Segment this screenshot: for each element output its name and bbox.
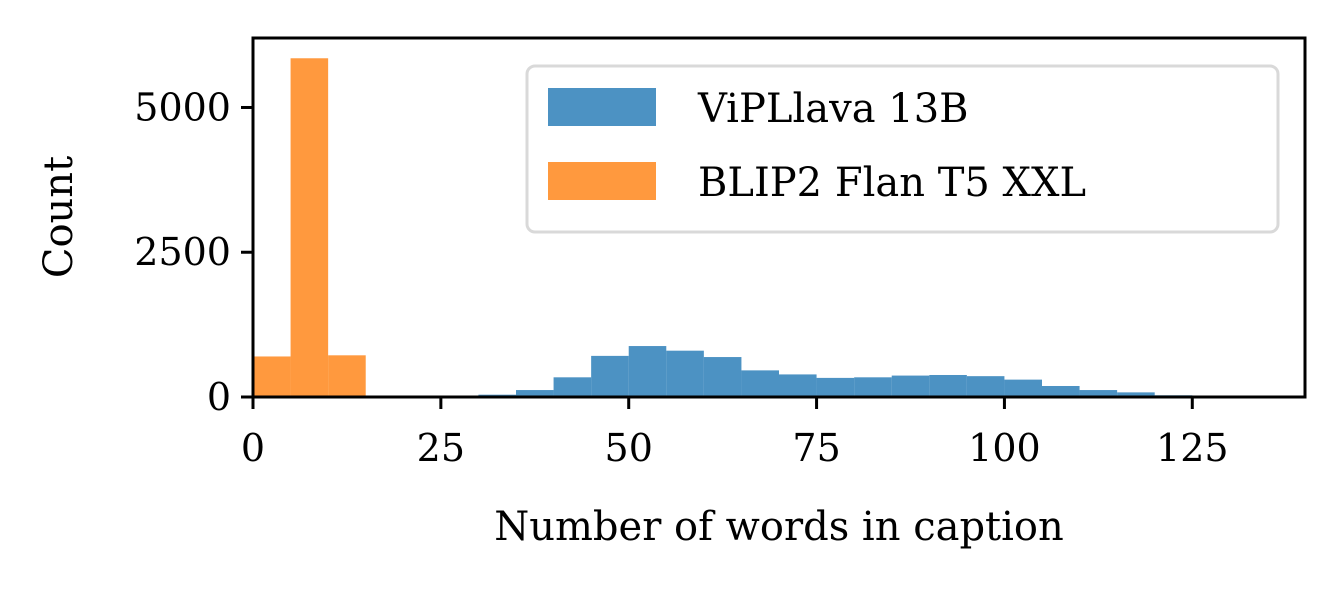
bar-blip2-1: [290, 58, 329, 398]
bar-viplava-11: [891, 375, 930, 397]
legend-label-blip2: BLIP2 Flan T5 XXL: [698, 160, 1086, 206]
bar-viplava-6: [703, 357, 742, 397]
bar-viplava-16: [1079, 390, 1118, 397]
bar-viplava-13: [966, 376, 1005, 397]
bar-viplava-5: [666, 350, 704, 397]
bars-layer: [253, 58, 1230, 398]
legend-label-viplava: ViPLlava 13B: [697, 86, 969, 132]
x-tick-label-75: 75: [792, 426, 840, 470]
bar-viplava-4: [628, 346, 667, 397]
legend-swatch-blip2: [548, 162, 656, 200]
x-tick-label-0: 0: [241, 426, 265, 470]
y-tick-label-0: 0: [207, 375, 231, 419]
x-tick-label-100: 100: [968, 426, 1041, 470]
bar-viplava-9: [816, 377, 855, 397]
legend-swatch-viplava: [548, 88, 656, 126]
legend: ViPLlava 13B BLIP2 Flan T5 XXL: [525, 64, 1280, 234]
bar-viplava-7: [741, 370, 779, 397]
bar-viplava-1: [516, 390, 554, 397]
x-axis: 0 25 50 75 100 125: [241, 397, 1229, 470]
y-axis: 0 2500 5000: [134, 85, 253, 419]
y-axis-label: Count: [36, 156, 82, 278]
y-tick-label-2500: 2500: [134, 230, 231, 274]
bar-viplava-17: [1117, 392, 1155, 397]
y-tick-label-5000: 5000: [134, 85, 231, 129]
bar-viplava-8: [779, 374, 817, 397]
plot-frame: [251, 36, 1307, 399]
bar-viplava-14: [1004, 379, 1042, 397]
bar-blip2-2: [328, 355, 366, 397]
bar-viplava-10: [854, 377, 892, 397]
bar-viplava-15: [1042, 385, 1080, 397]
x-tick-label-50: 50: [605, 426, 653, 470]
x-tick-label-25: 25: [417, 426, 465, 470]
x-tick-label-125: 125: [1156, 426, 1229, 470]
legend-box: [525, 64, 1280, 234]
bar-viplava-12: [929, 374, 967, 397]
x-axis-label: Number of words in caption: [494, 504, 1064, 550]
bar-viplava-2: [553, 377, 592, 397]
bar-viplava-3: [591, 355, 629, 397]
bar-blip2-0: [253, 356, 291, 397]
